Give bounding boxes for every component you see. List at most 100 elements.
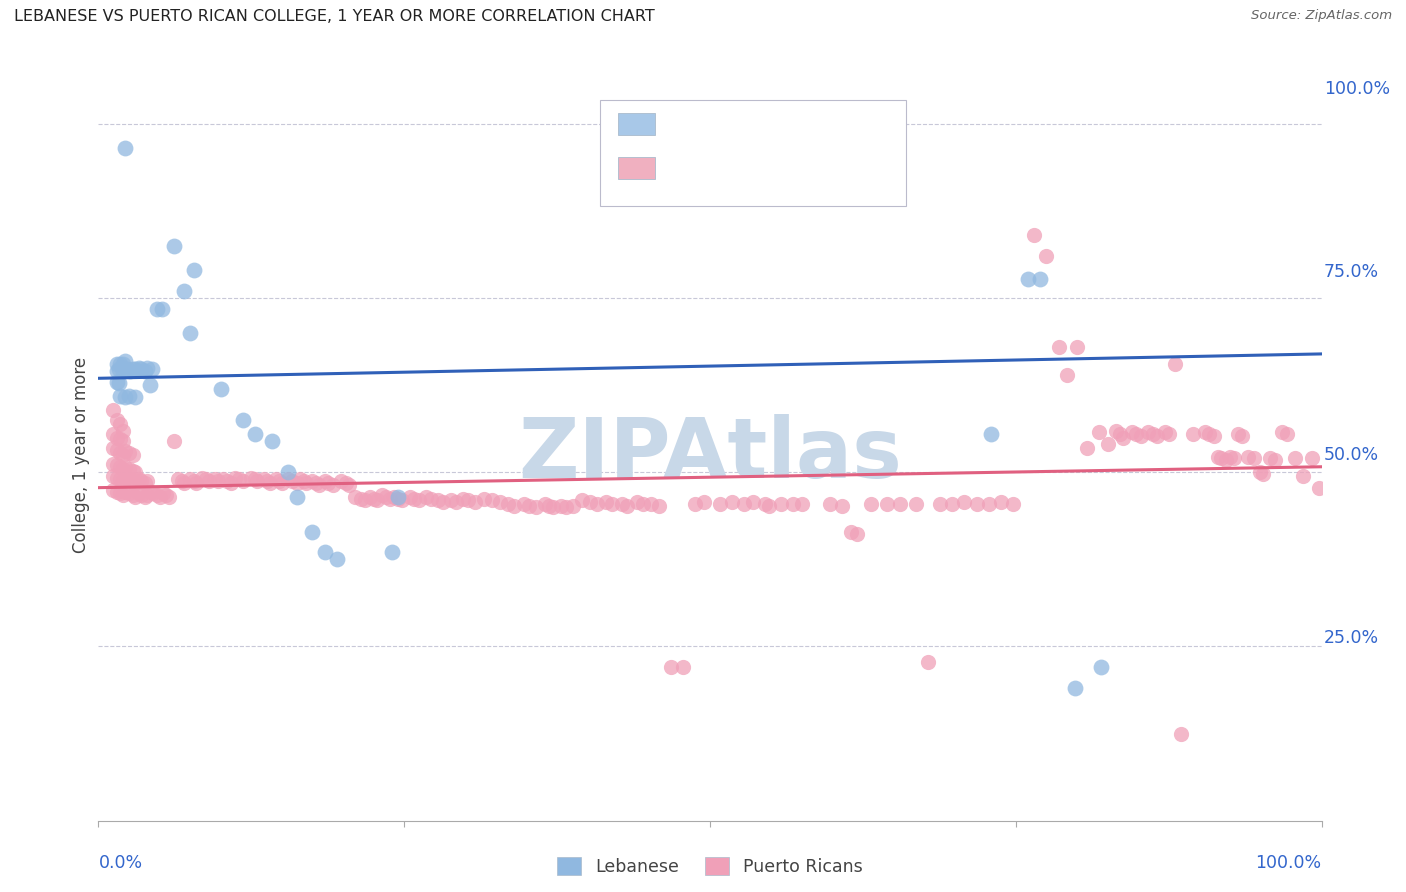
Point [1056, 368, 1078, 382]
Point [121, 448, 143, 462]
Point [118, 446, 141, 460]
Point [110, 472, 132, 486]
Point [672, 660, 695, 674]
Point [170, 474, 193, 488]
Point [163, 434, 186, 448]
Point [889, 497, 911, 511]
Point [110, 486, 132, 500]
Legend: Lebanese, Puerto Ricans: Lebanese, Puerto Ricans [550, 850, 870, 883]
Point [1108, 427, 1130, 442]
Point [631, 497, 654, 511]
Text: N = 144: N = 144 [796, 157, 870, 175]
Point [252, 472, 274, 486]
Point [179, 472, 201, 486]
Point [980, 427, 1002, 442]
Point [354, 493, 377, 508]
Point [344, 490, 367, 504]
Point [129, 488, 152, 502]
Point [721, 494, 744, 508]
Point [517, 499, 540, 513]
Point [124, 475, 146, 490]
Text: Source: ZipAtlas.com: Source: ZipAtlas.com [1251, 9, 1392, 22]
Point [335, 475, 357, 490]
Point [105, 357, 128, 371]
Point [111, 448, 134, 462]
Point [224, 471, 246, 485]
Point [754, 497, 776, 511]
Point [1154, 425, 1177, 439]
Point [301, 474, 323, 488]
Point [524, 500, 547, 515]
Point [290, 472, 312, 486]
Point [129, 362, 152, 376]
Point [115, 362, 138, 376]
Point [111, 424, 134, 438]
Point [108, 376, 131, 391]
Point [152, 486, 174, 500]
Point [860, 497, 883, 511]
Point [1157, 427, 1180, 442]
Point [1249, 466, 1271, 480]
Point [534, 497, 557, 511]
Point [457, 493, 479, 508]
Point [1251, 467, 1274, 481]
Point [1063, 681, 1085, 696]
Point [114, 459, 136, 474]
Point [586, 497, 609, 511]
Point [262, 434, 284, 448]
Point [966, 497, 988, 511]
Point [136, 488, 159, 502]
Point [121, 474, 143, 488]
Point [488, 494, 510, 508]
Point [387, 490, 409, 504]
Point [157, 490, 180, 504]
Point [114, 444, 136, 458]
Point [124, 466, 146, 480]
Point [114, 471, 136, 485]
Point [432, 494, 454, 508]
Point [440, 493, 463, 508]
Point [399, 490, 422, 504]
Point [326, 552, 349, 566]
Point [1066, 340, 1088, 354]
Point [408, 493, 430, 508]
Point [124, 362, 146, 376]
Point [292, 474, 315, 488]
Point [246, 474, 269, 488]
Point [142, 486, 165, 500]
Point [782, 497, 804, 511]
Point [513, 497, 536, 511]
Point [1227, 427, 1250, 442]
Point [305, 475, 328, 490]
Point [818, 497, 841, 511]
Point [101, 427, 124, 442]
Point [105, 375, 128, 389]
Point [444, 494, 467, 508]
Point [1129, 429, 1152, 443]
Point [579, 494, 602, 508]
Point [139, 378, 162, 392]
Point [308, 478, 330, 492]
Point [640, 497, 662, 511]
Point [1024, 228, 1046, 243]
Point [363, 491, 385, 506]
Point [111, 474, 134, 488]
Point [1097, 437, 1119, 451]
Point [215, 474, 238, 488]
Point [179, 326, 201, 340]
Point [1182, 427, 1205, 442]
Point [134, 364, 156, 378]
Point [503, 499, 526, 513]
Point [1112, 430, 1135, 444]
Point [391, 493, 413, 508]
Point [207, 474, 229, 488]
Point [129, 474, 152, 488]
Point [876, 497, 898, 511]
Point [270, 475, 294, 490]
Point [1284, 451, 1306, 466]
Point [659, 660, 682, 674]
Text: N =  44: N = 44 [796, 113, 865, 131]
Point [329, 474, 352, 488]
Point [105, 413, 128, 427]
Point [1308, 481, 1330, 495]
